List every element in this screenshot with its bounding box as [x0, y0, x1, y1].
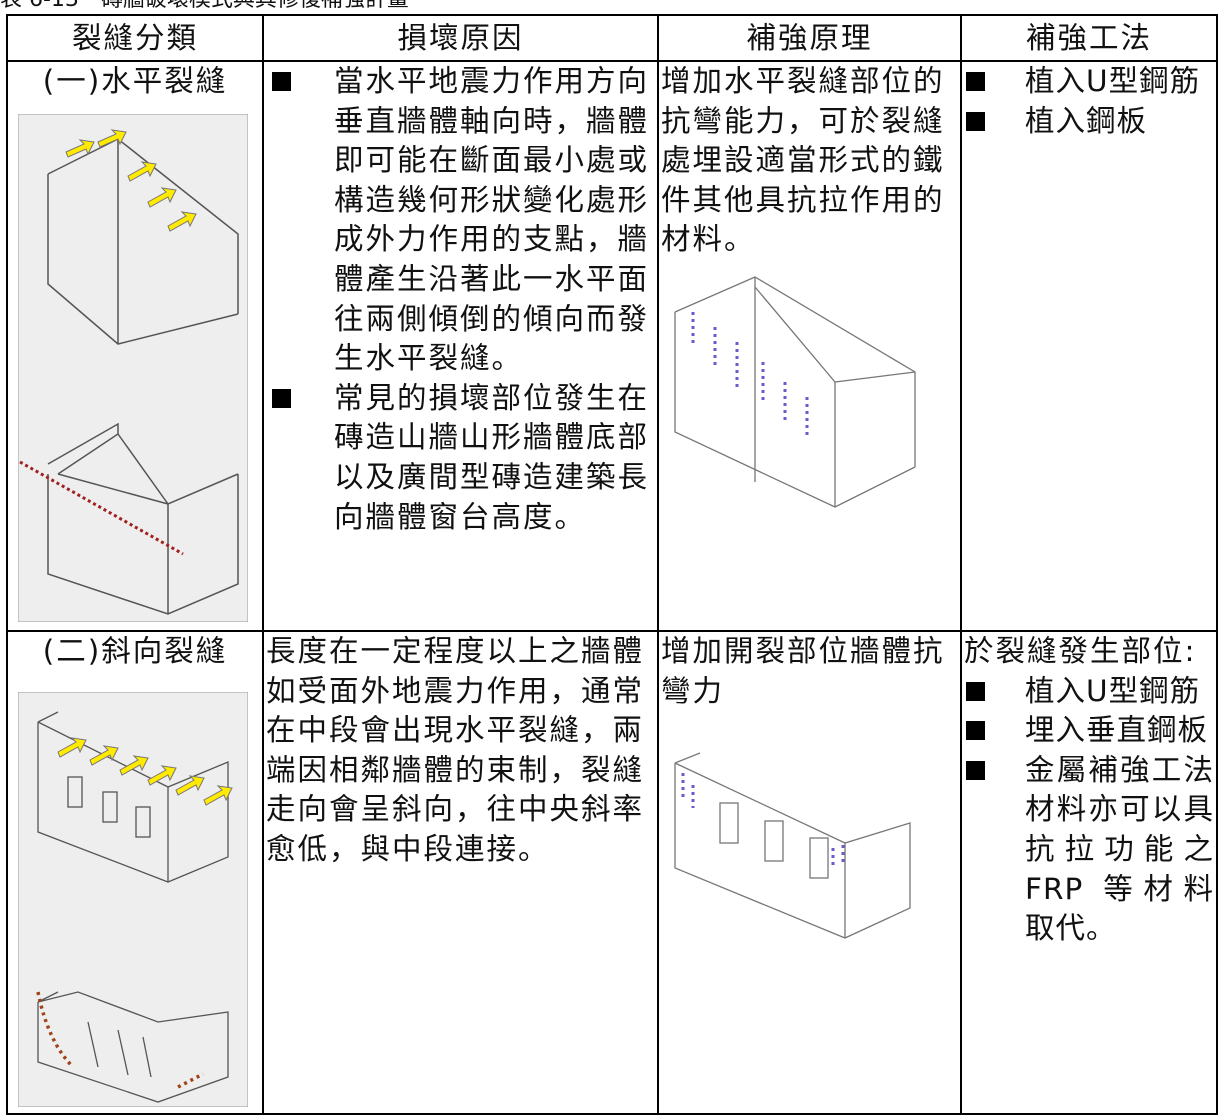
row: (二)斜向裂縫 長度在一定程度以上之牆體如受面外地震力作用，通常在中段會出現水平… — [6, 630, 1218, 1115]
bullet-item: 植入U型鋼筋 — [964, 672, 1214, 712]
bullet-item: 植入鋼板 — [964, 102, 1214, 142]
bullet-text: 埋入垂直鋼板 — [1025, 713, 1209, 748]
principle: 增加水平裂縫部位的抗彎能力，可於裂縫處埋設適當形式的鐵件其他具抗拉作用的材料。 — [661, 64, 945, 257]
bullet-item: 植入U型鋼筋 — [964, 62, 1214, 102]
bullet-text: 植入U型鋼筋 — [1025, 64, 1201, 98]
bullet-text: 植入U型鋼筋 — [1025, 673, 1201, 708]
bullet-text: 金屬補強工法材料亦可以具抗拉功能之FRP 等材料取代。 — [1025, 752, 1214, 946]
column-header: 補強工法 — [960, 14, 1218, 62]
cell: 於裂縫發生部位: 植入U型鋼筋 埋入垂直鋼板 金屬補強工法材料亦可以具抗拉功能之… — [960, 630, 1218, 1115]
sketch — [674, 752, 911, 939]
cell: 增加水平裂縫部位的抗彎能力，可於裂縫處埋設適當形式的鐵件其他具抗拉作用的材料。 — [657, 60, 962, 632]
sketch — [18, 113, 248, 622]
caption: 表 6-13 磚牆破壞模式與其修復補強計畫 — [0, 0, 409, 13]
principle: 增加開裂部位牆體抗彎力 — [661, 634, 945, 708]
row: (一)水平裂縫 當水平地震力作用方向垂直牆體軸向時，牆體即可能在斷面最小處或構造… — [6, 60, 1218, 632]
category: (一)水平裂縫 — [42, 64, 228, 98]
sketch — [18, 691, 248, 1107]
bullet-item: 埋入垂直鋼板 — [964, 711, 1214, 751]
bullet-item: 常見的損壞部位發生在磚造山牆山形牆體底部以及廣間型磚造建築長向牆體窗台高度。 — [266, 379, 655, 537]
table: 裂縫分類 損壞原因 補強原理 補強工法 (一)水平裂縫 當水平地震力作用方向垂直… — [6, 14, 1218, 1115]
cell: 長度在一定程度以上之牆體如受面外地震力作用，通常在中段會出現水平裂縫，兩端因相鄰… — [262, 630, 659, 1115]
damage: 長度在一定程度以上之牆體如受面外地震力作用，通常在中段會出現水平裂縫，兩端因相鄰… — [266, 634, 645, 866]
cell: 植入U型鋼筋 植入鋼板 — [960, 60, 1218, 632]
column-header: 補強原理 — [657, 14, 962, 62]
column-header: 損壞原因 — [262, 14, 659, 62]
cell: 當水平地震力作用方向垂直牆體軸向時，牆體即可能在斷面最小處或構造幾何形狀變化處形… — [262, 60, 659, 632]
cell: 增加開裂部位牆體抗彎力 — [657, 630, 962, 1115]
bullet-text: 當水平地震力作用方向垂直牆體軸向時，牆體即可能在斷面最小處或構造幾何形狀變化處形… — [334, 64, 650, 376]
category: (二)斜向裂縫 — [42, 634, 228, 668]
header-row: 裂縫分類 損壞原因 補強原理 補強工法 — [6, 14, 1218, 62]
cell: (二)斜向裂縫 — [6, 630, 264, 1115]
bullet-text: 常見的損壞部位發生在磚造山牆山形牆體底部以及廣間型磚造建築長向牆體窗台高度。 — [334, 380, 650, 534]
bullet-item: 金屬補強工法材料亦可以具抗拉功能之FRP 等材料取代。 — [964, 751, 1214, 949]
bullet-text: 植入鋼板 — [1025, 103, 1148, 138]
bullet-item: 當水平地震力作用方向垂直牆體軸向時，牆體即可能在斷面最小處或構造幾何形狀變化處形… — [266, 62, 655, 379]
column-header: 裂縫分類 — [6, 14, 264, 62]
cell: (一)水平裂縫 — [6, 60, 264, 632]
methods-intro: 於裂縫發生部位: — [964, 634, 1197, 668]
sketch — [674, 276, 916, 508]
